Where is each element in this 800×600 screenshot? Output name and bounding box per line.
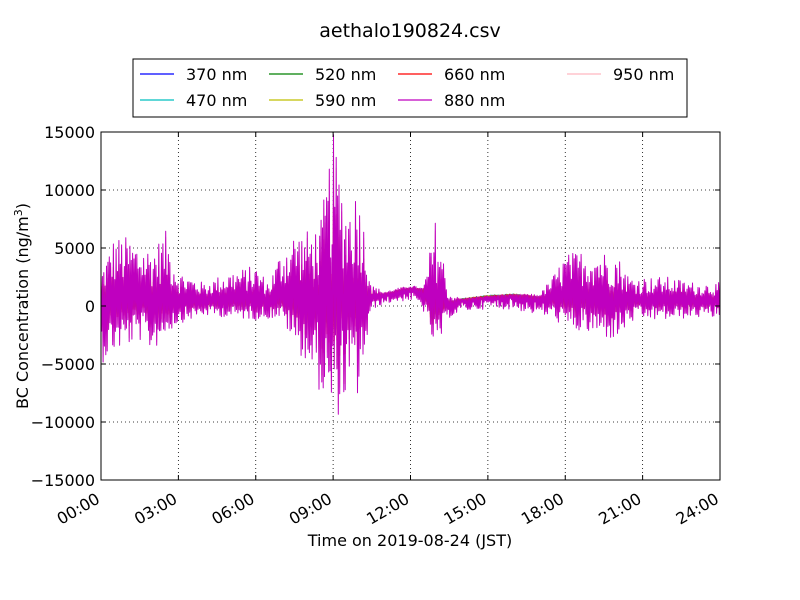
legend-label-660-nm: 660 nm: [444, 65, 505, 84]
y-tick-label: 5000: [54, 239, 95, 258]
legend-label-950-nm: 950 nm: [613, 65, 674, 84]
y-tick-label: 10000: [44, 181, 95, 200]
y-tick-label: 0: [85, 297, 95, 316]
y-axis-label-tail: ): [13, 203, 32, 209]
y-tick-label: −5000: [41, 355, 95, 374]
legend-label-520-nm: 520 nm: [315, 65, 376, 84]
y-tick-label: 15000: [44, 123, 95, 142]
series-line-880-nm: [100, 134, 721, 415]
y-axis-label-main: BC Concentration (ng/m: [13, 216, 32, 409]
x-axis-label: Time on 2019-08-24 (JST): [307, 531, 512, 550]
chart-title: aethalo190824.csv: [319, 20, 501, 42]
y-tick-label: −15000: [31, 471, 95, 490]
y-tick-label: −10000: [31, 413, 95, 432]
legend-box: [132, 58, 688, 118]
y-axis-label: BC Concentration (ng/m3): [12, 203, 32, 409]
y-axis: −15000 −10000 −5000 0 5000 10000 15000: [31, 123, 720, 490]
legend-label-590-nm: 590 nm: [315, 91, 376, 110]
legend-label-370-nm: 370 nm: [186, 65, 247, 84]
series-layer: [100, 134, 721, 415]
legend-label-470-nm: 470 nm: [186, 91, 247, 110]
legend: 370 nm 470 nm 520 nm 590 nm 660 nm 880 nm 950 …: [132, 58, 688, 118]
y-axis-label-superscript: 3: [12, 209, 25, 216]
legend-label-880-nm: 880 nm: [444, 91, 505, 110]
